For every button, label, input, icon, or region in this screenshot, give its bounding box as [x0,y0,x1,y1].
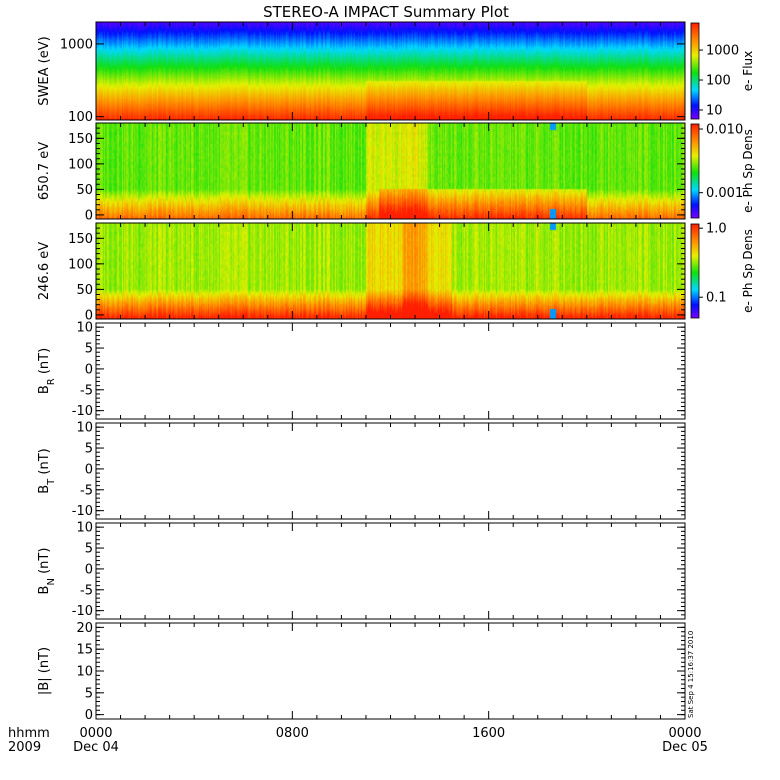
y-label-main: B [37,485,52,494]
y-tick-label: 20 [76,621,93,636]
y-label-subscript: N [46,578,57,585]
y-axis-label: BT (nT) [37,448,57,494]
y-tick-label: -5 [80,383,93,398]
colorbar-swea-flux: 10 100 1000 e- Flux [690,22,755,120]
y-label-unit: (nT) [37,348,52,378]
y-tick-label: -5 [80,583,93,598]
colorbar-tick-label: 1000 [706,44,739,59]
y-tick-label: 5 [85,686,93,701]
y-axis-label: BN (nT) [37,548,57,595]
panel-bt: -10 -5 0 5 10 BT (nT) [37,421,686,520]
y-axis-label: 246.6 eV [37,242,52,300]
y-tick-label: -5 [80,483,93,498]
y-tick-label: 100 [68,157,93,172]
colorbar-label: e- Ph Sp Dens [741,229,755,313]
colorbar-tick-label: 0.1 [706,291,727,306]
y-tick-label: 5 [85,342,93,357]
y-axis-label: 650.7 eV [37,142,52,200]
y-tick-label: -10 [72,504,93,519]
y-tick-label: 10 [76,321,93,336]
timestamp: Sat Sep 4 15:16:37 2010 [687,631,695,718]
colorbar-tick-label: 0.010 [706,123,743,138]
colorbar-tick-label: 10 [706,103,723,118]
y-tick-label: 10 [76,421,93,436]
corner-hhmm: hhmm [8,726,50,741]
y-tick-label: 5 [85,442,93,457]
panel-br: -10 -5 0 5 10 BR (nT) [37,321,686,420]
heatmap-pad-246 [96,223,685,319]
colorbar-tick-label: 100 [706,74,731,89]
y-tick-label: 100 [68,110,93,125]
y-tick-label: 15 [76,643,93,658]
y-label-subscript: T [46,478,57,486]
colorbar-tick-label: 0.001 [706,186,743,201]
x-tick-label: 0000 [668,726,701,741]
y-tick-label: 0 [85,462,93,477]
y-tick-label: 100 [68,257,93,272]
plot-area-br [96,323,685,419]
plot-area-bt [96,423,685,519]
x-tick-label: 0000 [79,726,112,741]
panel-pad-246: 0.1 1.0 e- Ph Sp Dens 0 50 100 150 246.6 eV [37,222,755,324]
y-tick-label: 0 [85,308,93,323]
y-label-main: B [37,385,52,394]
x-tick-date: Dec 05 [662,740,708,755]
y-tick-label: 0 [85,208,93,223]
y-axis-label: |B| (nT) [37,647,52,695]
y-tick-label: 0 [85,362,93,377]
colorbar-label: e- Flux [741,51,755,91]
plot-title: STEREO-A IMPACT Summary Plot [263,3,509,21]
y-tick-label: 50 [76,183,93,198]
heatmap-swea-flux [96,22,685,120]
y-label-unit: (nT) [37,548,52,578]
panel-bn: -10 -5 0 5 10 BN (nT) [37,521,686,620]
x-tick-date: Dec 04 [73,740,119,755]
y-tick-label: 0 [85,562,93,577]
y-label-subscript: R [46,378,57,385]
y-tick-label: 10 [76,521,93,536]
y-label-unit: (nT) [37,448,52,478]
colorbar-label: e- Ph Sp Dens [741,129,755,213]
x-tick-label: 1600 [472,726,505,741]
x-tick-label: 0800 [276,726,309,741]
heatmap-pad-650 [96,123,685,219]
colorbar-strip [690,22,700,120]
y-tick-label: 150 [68,232,93,247]
y-tick-label: 1000 [60,37,93,52]
y-tick-label: -10 [72,404,93,419]
y-tick-label: 50 [76,283,93,298]
plot-area-bn [96,523,685,619]
colorbar-strip [690,223,700,319]
plot-area-bmag [96,623,685,719]
y-label-main: B [37,586,52,595]
colorbar-tick-label: 1.0 [706,222,727,237]
colorbar-pad-246: 0.1 1.0 e- Ph Sp Dens [690,222,755,319]
corner-year: 2009 [8,740,41,755]
y-tick-label: -10 [72,604,93,619]
y-axis-label: BR (nT) [37,348,57,394]
y-axis-label: SWEA (eV) [37,36,52,105]
y-tick-label: 10 [76,665,93,680]
y-tick-label: 0 [85,708,93,723]
panel-bmag: 0 5 10 15 20 |B| (nT) [37,621,686,723]
y-tick-label: 150 [68,132,93,147]
y-tick-label: 5 [85,542,93,557]
colorbar-strip [690,123,700,219]
